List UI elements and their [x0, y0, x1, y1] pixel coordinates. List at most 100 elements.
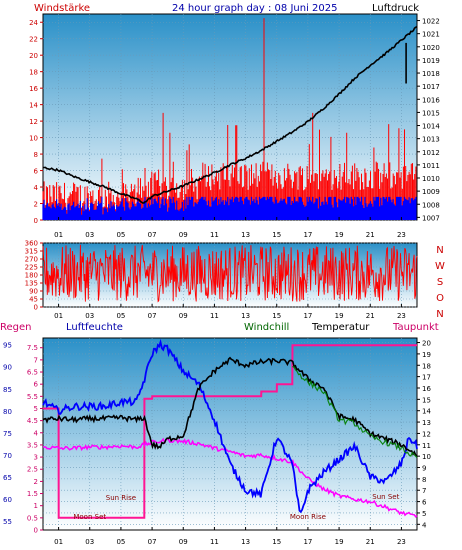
- humidity-tick-label: 85: [3, 386, 12, 394]
- rain-tick-label: 3.5: [27, 441, 38, 449]
- rain-tick-label: 1.5: [27, 490, 38, 498]
- temperature-tick-label: 16: [422, 385, 431, 393]
- pressure-tick-label: 1020: [422, 44, 440, 52]
- direction-tick-label: 90: [29, 288, 38, 296]
- rain-tick-label: 4: [34, 429, 39, 437]
- x-tick-label: 01: [54, 231, 63, 239]
- wind-gust-bars: [42, 196, 417, 220]
- direction-tick-label: 225: [25, 264, 38, 272]
- pressure-tick-label: 1009: [422, 188, 440, 196]
- wind-tick-label: 20: [29, 52, 38, 60]
- pressure-tick-label: 1016: [422, 96, 440, 104]
- pressure-tick-label: 1008: [422, 201, 440, 209]
- pressure-tick-label: 1013: [422, 136, 440, 144]
- wind-direction-x-axis: 01 03 05 07 09 11 13 15 17 19 21 23: [54, 304, 406, 320]
- rain-tick-label: 7.5: [27, 344, 38, 352]
- rain-tick-label: 2: [34, 478, 38, 486]
- rain-tick-label: 6: [34, 381, 39, 389]
- x-tick-label: 19: [335, 312, 344, 320]
- temp-humidity-plot-area: [42, 337, 418, 531]
- x-tick-label: 05: [116, 538, 125, 546]
- x-tick-label: 19: [335, 231, 344, 239]
- humidity-tick-label: 80: [3, 408, 12, 416]
- pressure-tick-label: 1017: [422, 83, 440, 91]
- pressure-tick-label: 1014: [422, 123, 440, 131]
- x-tick-label: 07: [148, 312, 157, 320]
- humidity-tick-label: 70: [3, 452, 12, 460]
- compass-label: W: [435, 261, 445, 272]
- x-tick-label: 19: [335, 538, 344, 546]
- x-tick-label: 03: [85, 538, 94, 546]
- wind-tick-label: 10: [29, 135, 38, 143]
- wind-tick-label: 24: [29, 19, 38, 27]
- legend-item: Temperatur: [311, 322, 370, 333]
- humidity-tick-label: 75: [3, 430, 12, 438]
- compass-label: N: [436, 245, 443, 256]
- wind-tick-label: 8: [34, 151, 38, 159]
- pressure-tick-label: 1011: [422, 162, 440, 170]
- direction-tick-label: 0: [34, 304, 38, 312]
- rain-tick-label: 0: [34, 527, 38, 535]
- x-tick-label: 09: [179, 231, 188, 239]
- x-tick-label: 01: [54, 538, 63, 546]
- x-tick-label: 07: [148, 231, 157, 239]
- rain-tick-label: 2.5: [27, 466, 38, 474]
- temperature-tick-label: 13: [422, 419, 431, 427]
- rain-tick-label: 7: [34, 356, 38, 364]
- x-tick-label: 15: [272, 538, 281, 546]
- x-tick-label: 13: [241, 312, 250, 320]
- rain-axis-ticks: 0 0.5 1 1.5 2 2.5 3 3.5 4 4.5 5 5.5 6 6.5 7 7.5: [27, 344, 43, 535]
- wind-tick-label: 18: [29, 69, 38, 77]
- wind-tick-label: 2: [34, 201, 38, 209]
- x-tick-label: 05: [116, 231, 125, 239]
- x-tick-label: 07: [148, 538, 157, 546]
- humidity-tick-label: 65: [3, 474, 12, 482]
- x-tick-label: 03: [85, 231, 94, 239]
- rain-tick-label: 3: [34, 454, 38, 462]
- direction-tick-label: 135: [25, 280, 38, 288]
- x-tick-label: 23: [397, 312, 406, 320]
- x-tick-label: 23: [397, 231, 406, 239]
- pressure-tick-label: 1012: [422, 149, 440, 157]
- x-tick-label: 17: [303, 231, 312, 239]
- wind-pressure-x-axis: 01 03 05 07 09 11 13 15 17 19 21 23: [54, 217, 406, 239]
- wind-direction-series: [42, 244, 418, 303]
- temperature-tick-label: 11: [422, 442, 431, 450]
- x-tick-label: 09: [179, 538, 188, 546]
- legend-item: Windchill: [244, 322, 289, 333]
- wind-tick-label: 14: [29, 102, 38, 110]
- pressure-tick-label: 1007: [422, 214, 440, 222]
- wind-tick-label: 16: [29, 85, 38, 93]
- x-tick-label: 13: [241, 538, 250, 546]
- wind-speed-series: [42, 18, 417, 220]
- wind-tick-label: 12: [29, 118, 38, 126]
- direction-tick-label: 270: [25, 256, 38, 264]
- annotation-label: Moon Rise: [290, 513, 326, 521]
- x-tick-label: 21: [366, 231, 375, 239]
- humidity-tick-label: 55: [3, 518, 12, 526]
- x-tick-label: 21: [366, 312, 375, 320]
- pressure-tick-label: 1015: [422, 109, 440, 117]
- pressure-axis-title: Luftdruck: [372, 3, 419, 14]
- rain-tick-label: 5: [34, 405, 38, 413]
- pressure-tick-label: 1018: [422, 70, 440, 78]
- dewpoint-line: [42, 437, 418, 518]
- legend-item: Luftfeuchte: [66, 322, 123, 333]
- compass-label: O: [436, 293, 444, 304]
- humidity-tick-label: 90: [3, 364, 12, 372]
- x-tick-label: 17: [303, 538, 312, 546]
- temp-humidity-x-axis: 01 03 05 07 09 11 13 15 17 19 21 23: [54, 527, 406, 546]
- temperature-tick-label: 18: [422, 362, 431, 370]
- temperature-tick-label: 7: [422, 487, 426, 495]
- direction-tick-label: 180: [25, 272, 38, 280]
- temperature-tick-label: 20: [422, 340, 431, 348]
- x-tick-label: 03: [85, 312, 94, 320]
- pressure-line: [42, 25, 418, 204]
- annotation-label: Moon Set: [73, 513, 106, 521]
- wind-direction-line: [42, 244, 418, 303]
- temperature-tick-label: 6: [422, 499, 427, 507]
- x-tick-label: 15: [272, 231, 281, 239]
